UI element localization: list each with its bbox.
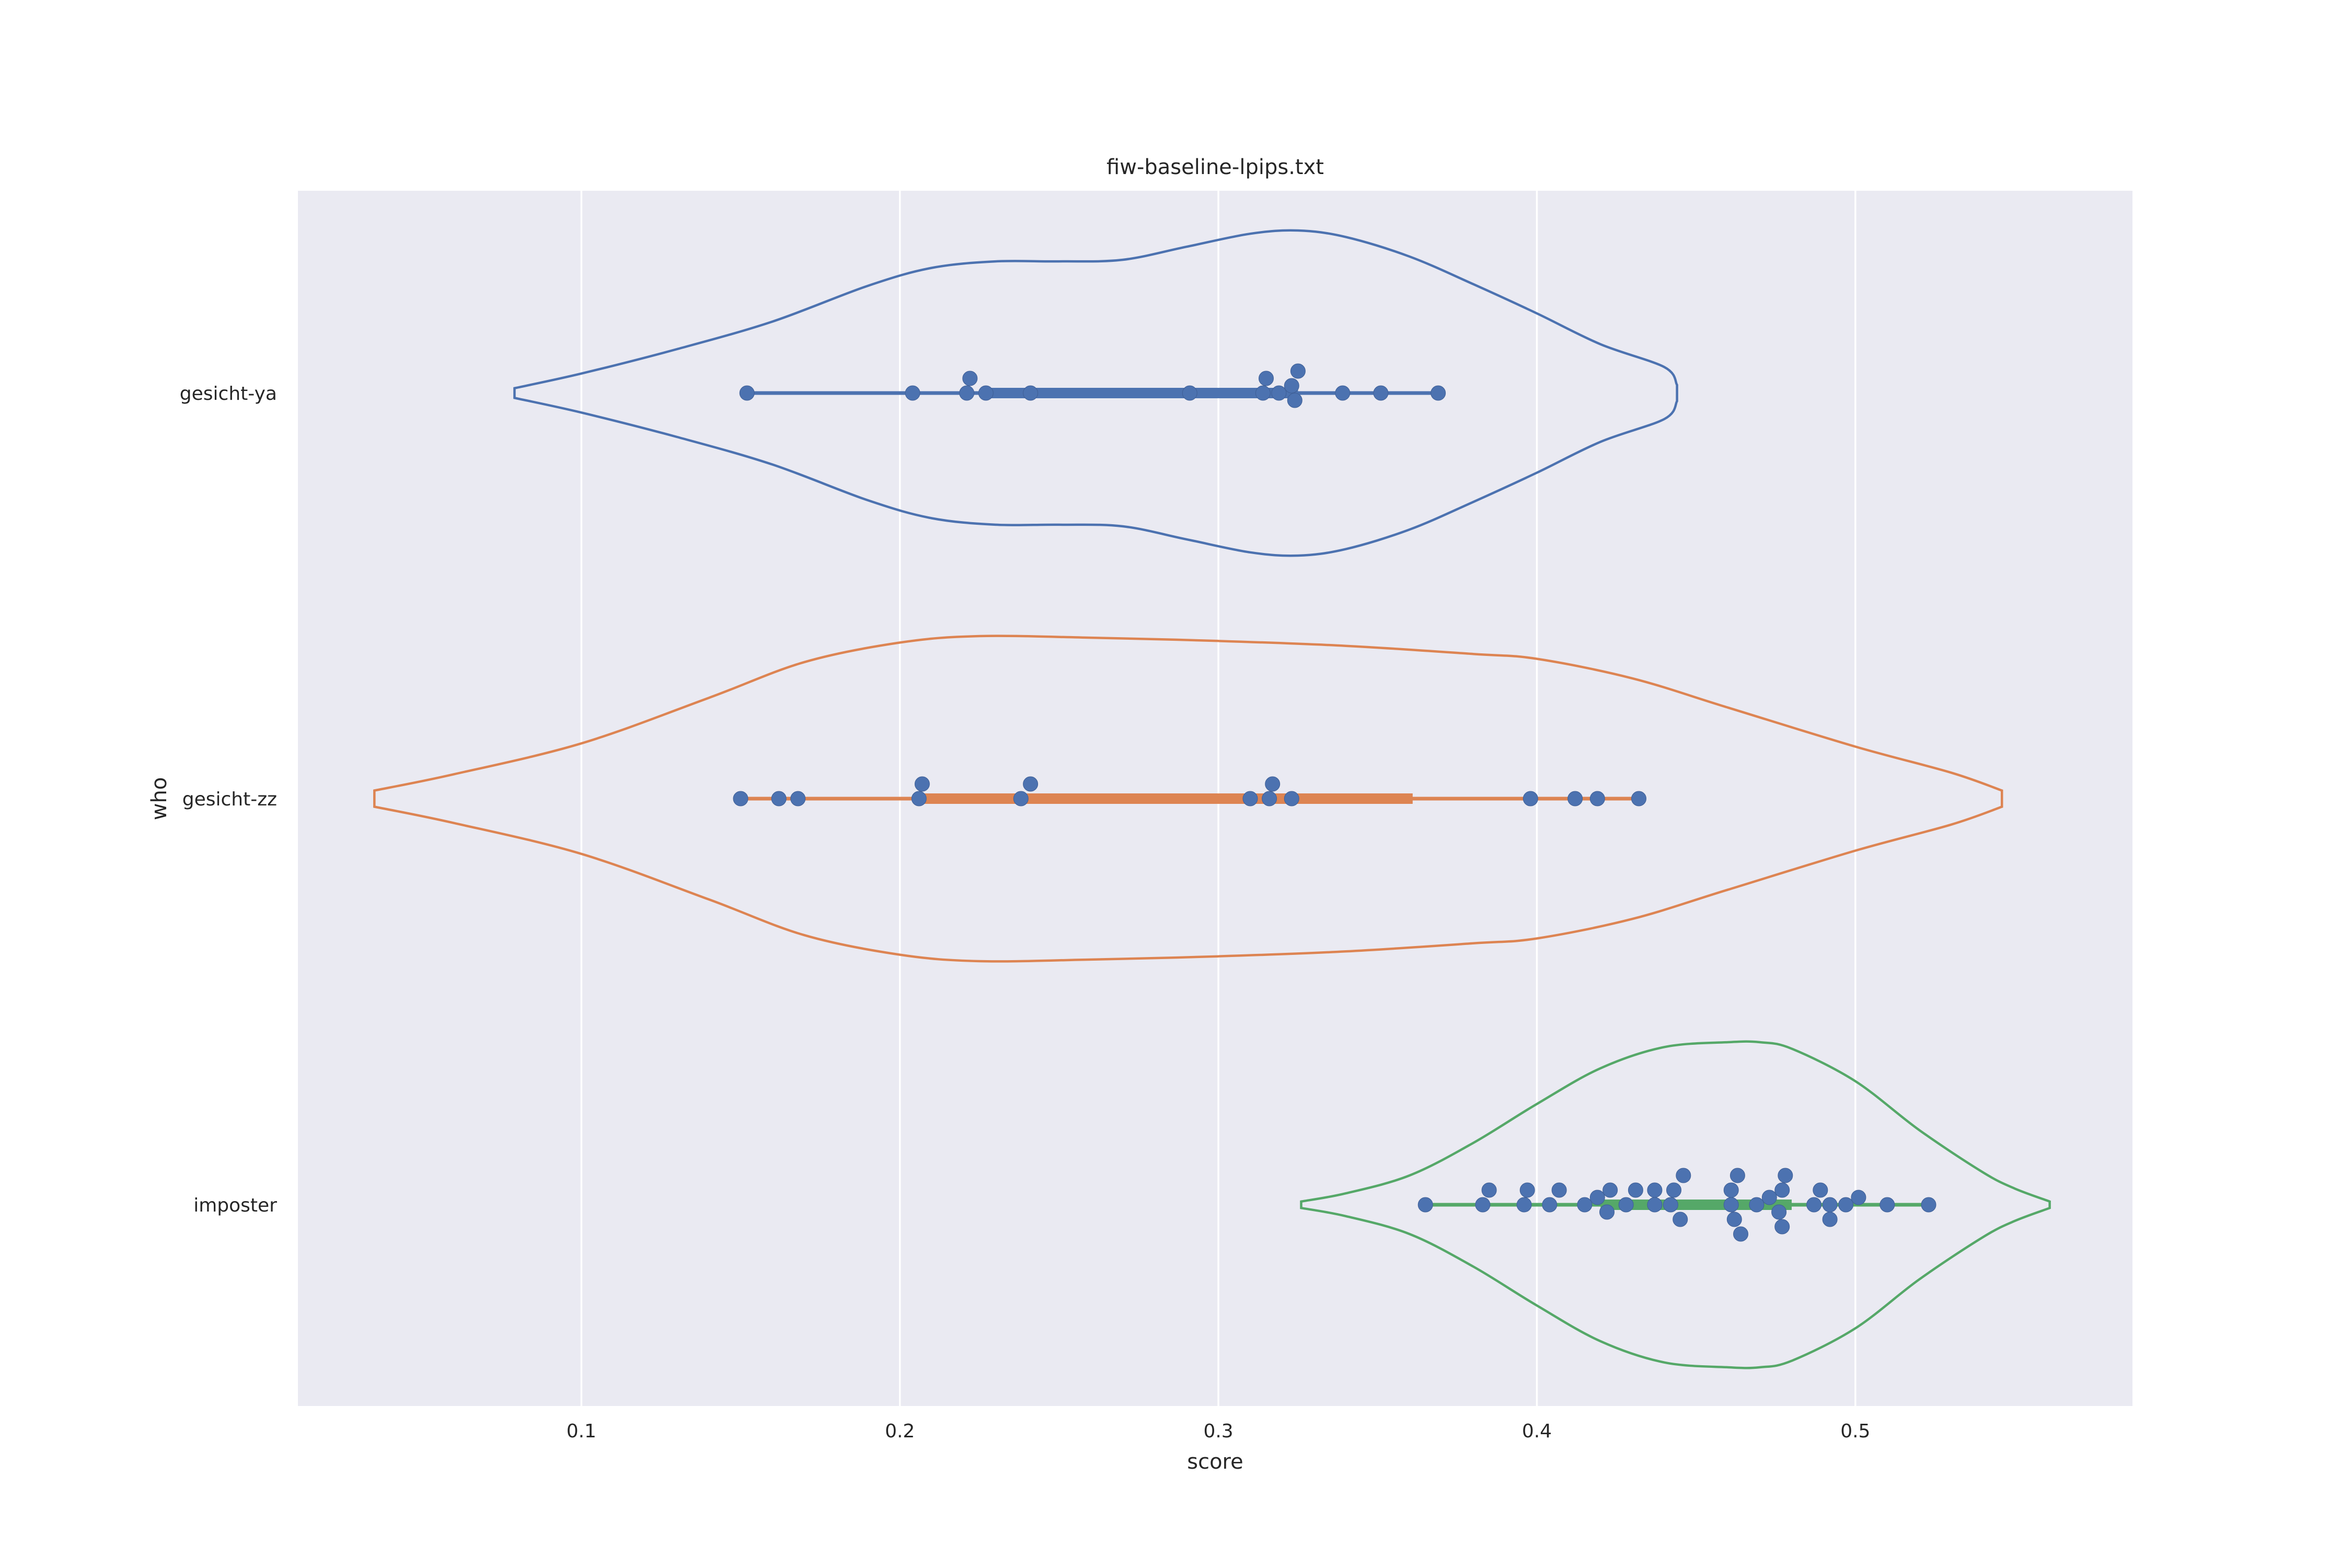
- data-point: [1851, 1190, 1866, 1205]
- data-point: [1013, 791, 1029, 806]
- data-point: [1723, 1182, 1739, 1198]
- data-point: [1290, 363, 1306, 379]
- data-point: [1417, 1197, 1433, 1213]
- data-point: [1262, 791, 1277, 806]
- violin-outline: [513, 229, 1678, 557]
- y-category-labels: gesicht-ya gesicht-zz imposter: [180, 383, 277, 1216]
- violin-outline: [373, 635, 2003, 963]
- data-point: [1516, 1197, 1532, 1213]
- data-point: [1666, 1182, 1681, 1198]
- data-point: [978, 385, 994, 401]
- data-point: [911, 791, 927, 806]
- data-point: [1551, 1182, 1567, 1198]
- data-point: [1726, 1212, 1742, 1227]
- data-point: [905, 385, 920, 401]
- data-point: [1602, 1182, 1618, 1198]
- data-point: [1631, 791, 1646, 806]
- data-point: [1523, 791, 1538, 806]
- data-point: [1813, 1182, 1828, 1198]
- data-point: [1774, 1182, 1790, 1198]
- data-point: [1647, 1182, 1663, 1198]
- y-category-label: gesicht-zz: [182, 789, 277, 810]
- data-point: [1822, 1197, 1838, 1213]
- data-point: [1761, 1190, 1777, 1205]
- data-point: [1335, 385, 1351, 401]
- data-point: [962, 371, 978, 386]
- x-tick-label: 0.4: [1522, 1421, 1552, 1442]
- x-tick-label: 0.2: [885, 1421, 915, 1442]
- x-tick-label: 0.5: [1840, 1421, 1870, 1442]
- data-point: [1475, 1197, 1491, 1213]
- x-tick-label: 0.3: [1203, 1421, 1233, 1442]
- data-point: [1259, 371, 1274, 386]
- data-point: [771, 791, 787, 806]
- x-axis-label: score: [1187, 1450, 1243, 1474]
- data-point: [1023, 776, 1039, 792]
- data-point: [914, 776, 930, 792]
- data-point: [959, 385, 975, 401]
- data-point: [1284, 791, 1299, 806]
- data-point: [1567, 791, 1583, 806]
- data-point: [733, 791, 748, 806]
- data-point: [1589, 791, 1605, 806]
- data-point: [1481, 1182, 1497, 1198]
- data-point: [1618, 1197, 1634, 1213]
- data-points: [733, 363, 1936, 1242]
- chart-title: fiw-baseline-lpips.txt: [1106, 155, 1324, 179]
- data-point: [1838, 1197, 1854, 1213]
- data-point: [1663, 1197, 1678, 1213]
- data-point: [1676, 1168, 1691, 1183]
- y-category-label: imposter: [193, 1195, 277, 1216]
- data-point: [1431, 385, 1446, 401]
- x-tick-labels: 0.1 0.2 0.3 0.4 0.5: [567, 1421, 1871, 1442]
- data-point: [1673, 1212, 1688, 1227]
- data-point: [1880, 1197, 1895, 1213]
- x-tick-label: 0.1: [567, 1421, 596, 1442]
- data-point: [1778, 1168, 1793, 1183]
- data-point: [1373, 385, 1389, 401]
- data-point: [1255, 385, 1271, 401]
- data-point: [1284, 378, 1299, 394]
- data-point: [1806, 1197, 1822, 1213]
- data-point: [1733, 1226, 1748, 1242]
- data-point: [1647, 1197, 1663, 1213]
- data-point: [1599, 1204, 1615, 1220]
- data-point: [1628, 1182, 1643, 1198]
- data-point: [1822, 1212, 1838, 1227]
- data-point: [1723, 1197, 1739, 1213]
- data-point: [1921, 1197, 1936, 1213]
- violin-outline: [1300, 1040, 2051, 1369]
- data-point: [1182, 385, 1197, 401]
- data-point: [1287, 393, 1302, 408]
- data-point: [1774, 1219, 1790, 1235]
- data-point: [739, 385, 755, 401]
- data-point: [1542, 1197, 1558, 1213]
- data-point: [1519, 1182, 1535, 1198]
- data-point: [1023, 385, 1039, 401]
- data-point: [1589, 1190, 1605, 1205]
- data-point: [1577, 1197, 1593, 1213]
- data-point: [1730, 1168, 1745, 1183]
- data-point: [1771, 1204, 1787, 1220]
- y-axis-label: who: [147, 777, 171, 821]
- data-point: [1242, 791, 1258, 806]
- data-point: [1749, 1197, 1765, 1213]
- data-point: [790, 791, 806, 806]
- data-point: [1265, 776, 1281, 792]
- data-point: [1271, 385, 1287, 401]
- y-category-label: gesicht-ya: [180, 383, 277, 405]
